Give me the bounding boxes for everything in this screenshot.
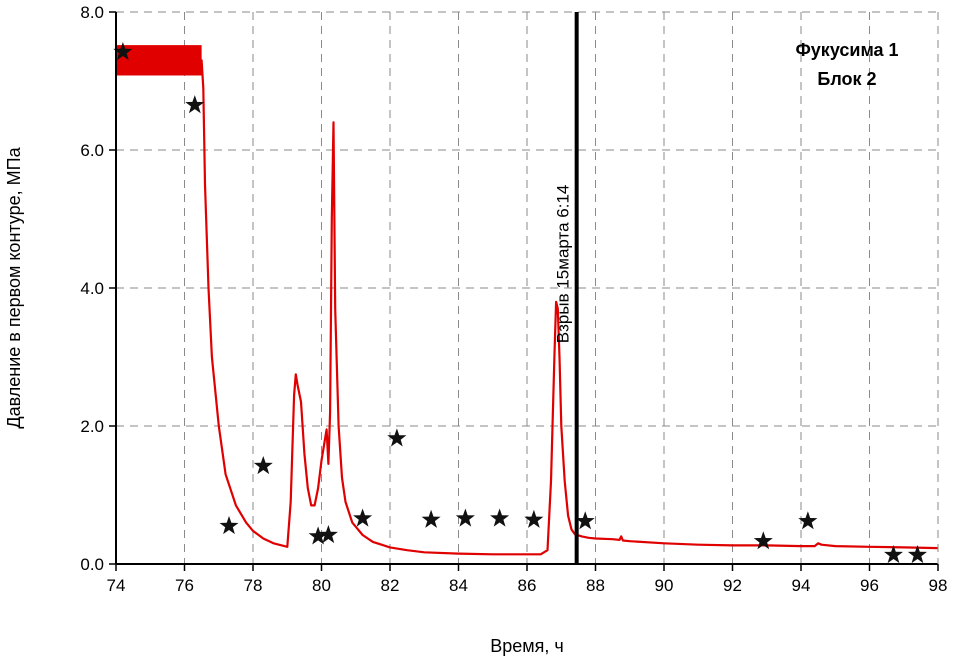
x-tick-label: 90 bbox=[655, 576, 674, 595]
y-tick-label: 0.0 bbox=[80, 555, 104, 574]
plant-annotation-line2: Блок 2 bbox=[817, 69, 876, 89]
y-tick-label: 2.0 bbox=[80, 417, 104, 436]
star-marker bbox=[753, 531, 773, 550]
y-tick-labels: 0.0 2.0 4.0 6.0 8.0 bbox=[80, 3, 104, 574]
explosion-event-label: Взрыв 15марта 6:14 bbox=[554, 185, 573, 344]
y-tick-label: 4.0 bbox=[80, 279, 104, 298]
star-marker bbox=[455, 508, 475, 527]
x-tick-label: 84 bbox=[449, 576, 468, 595]
x-tick-label: 80 bbox=[312, 576, 331, 595]
star-marker bbox=[353, 508, 373, 527]
star-marker bbox=[219, 516, 239, 535]
x-tick-label: 92 bbox=[723, 576, 742, 595]
star-marker bbox=[524, 509, 544, 528]
y-tick-label: 8.0 bbox=[80, 3, 104, 22]
x-tick-label: 88 bbox=[586, 576, 605, 595]
star-marker bbox=[907, 545, 927, 564]
x-tick-labels: 74 76 78 80 82 84 86 88 90 92 94 96 98 bbox=[107, 576, 948, 595]
axes bbox=[109, 11, 939, 571]
y-tick-label: 6.0 bbox=[80, 141, 104, 160]
x-tick-label: 96 bbox=[860, 576, 879, 595]
star-marker bbox=[113, 42, 133, 61]
plant-annotation-line1: Фукусима 1 bbox=[795, 40, 898, 60]
star-marker bbox=[387, 428, 407, 447]
x-tick-label: 86 bbox=[518, 576, 537, 595]
x-axis-title: Время, ч bbox=[490, 636, 564, 656]
pressure-line-series bbox=[116, 59, 939, 556]
star-marker bbox=[575, 511, 595, 530]
grid-lines bbox=[116, 11, 938, 564]
star-marker bbox=[421, 509, 441, 528]
x-tick-label: 82 bbox=[381, 576, 400, 595]
x-tick-label: 94 bbox=[792, 576, 811, 595]
star-marker bbox=[318, 525, 338, 544]
star-marker bbox=[884, 545, 903, 564]
star-marker bbox=[798, 511, 818, 530]
star-marker bbox=[490, 508, 510, 527]
x-tick-label: 98 bbox=[929, 576, 948, 595]
star-marker bbox=[185, 95, 205, 114]
x-tick-label: 74 bbox=[107, 576, 126, 595]
star-marker bbox=[308, 526, 328, 545]
star-marker bbox=[253, 456, 273, 475]
x-tick-label: 76 bbox=[175, 576, 194, 595]
x-tick-label: 78 bbox=[244, 576, 263, 595]
y-axis-title: Давление в первом контуре, МПа bbox=[4, 146, 24, 428]
measured-points-series bbox=[113, 42, 927, 564]
